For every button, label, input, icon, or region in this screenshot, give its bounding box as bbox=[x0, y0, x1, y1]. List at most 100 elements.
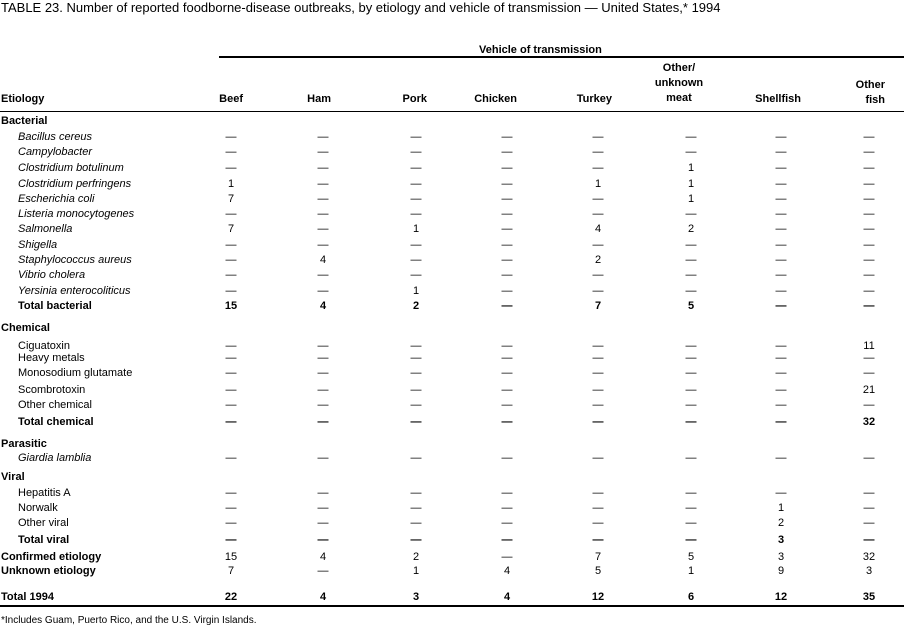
table-cell: — bbox=[501, 239, 513, 251]
table-cell: 15 bbox=[224, 551, 238, 563]
table-cell: 2 bbox=[594, 254, 602, 266]
table-cell: — bbox=[685, 340, 697, 352]
table-cell: — bbox=[685, 502, 697, 514]
table-cell: 1 bbox=[412, 285, 420, 297]
table-cell: — bbox=[592, 502, 604, 514]
table-cell: — bbox=[592, 384, 604, 396]
table-cell: — bbox=[592, 340, 604, 352]
table-cell: — bbox=[775, 384, 787, 396]
table-cell: — bbox=[685, 487, 697, 499]
table-cell: — bbox=[775, 285, 787, 297]
table-cell: 2 bbox=[687, 223, 695, 235]
row-label: Listeria monocytogenes bbox=[18, 208, 135, 220]
table-cell: 2 bbox=[412, 551, 420, 563]
table-cell: 32 bbox=[862, 416, 876, 428]
table-cell: 6 bbox=[687, 591, 695, 603]
table-cell: — bbox=[501, 416, 513, 428]
table-cell: — bbox=[863, 534, 875, 546]
row-label: Escherichia coli bbox=[18, 193, 95, 205]
table-cell: 3 bbox=[412, 591, 420, 603]
row-label: Ciguatoxin bbox=[18, 340, 70, 352]
table-cell: — bbox=[501, 223, 513, 235]
table-cell: — bbox=[317, 162, 329, 174]
table-cell: — bbox=[317, 239, 329, 251]
table-cell: — bbox=[592, 367, 604, 379]
table-cell: 7 bbox=[227, 193, 235, 205]
table-cell: — bbox=[225, 131, 237, 143]
table-cell: — bbox=[501, 340, 513, 352]
table-cell: — bbox=[317, 223, 329, 235]
table-cell: — bbox=[775, 340, 787, 352]
table-cell: 1 bbox=[687, 565, 695, 577]
table-cell: — bbox=[592, 534, 604, 546]
table-cell: — bbox=[410, 367, 422, 379]
row-label: Campylobacter bbox=[18, 146, 92, 158]
table-cell: — bbox=[863, 285, 875, 297]
table-cell: — bbox=[410, 384, 422, 396]
table-cell: 1 bbox=[687, 193, 695, 205]
table-cell: 2 bbox=[412, 300, 420, 312]
table-cell: 9 bbox=[777, 565, 785, 577]
table-cell: — bbox=[410, 146, 422, 158]
table-cell: — bbox=[410, 162, 422, 174]
column-header: Shellfish bbox=[755, 93, 801, 105]
table-cell: — bbox=[685, 416, 697, 428]
row-label: Bacillus cereus bbox=[18, 131, 92, 143]
table-cell: 11 bbox=[863, 340, 875, 352]
table-cell: — bbox=[775, 146, 787, 158]
table-cell: 4 bbox=[319, 300, 327, 312]
table-cell: — bbox=[775, 178, 787, 190]
row-label: Salmonella bbox=[18, 223, 73, 235]
table-cell: — bbox=[592, 416, 604, 428]
table-cell: — bbox=[863, 367, 875, 379]
table-cell: — bbox=[501, 193, 513, 205]
table-cell: 7 bbox=[227, 223, 235, 235]
table-cell: 12 bbox=[591, 591, 605, 603]
table-cell: — bbox=[863, 178, 875, 190]
table-cell: 7 bbox=[594, 551, 602, 563]
footnote: *Includes Guam, Puerto Rico, and the U.S… bbox=[1, 615, 257, 626]
table-cell: — bbox=[685, 146, 697, 158]
table-cell: — bbox=[225, 146, 237, 158]
table-cell: 7 bbox=[227, 565, 235, 577]
table-cell: — bbox=[225, 269, 237, 281]
row-label: Shigella bbox=[18, 239, 58, 251]
table-cell: — bbox=[410, 193, 422, 205]
row-label: Clostridium perfringens bbox=[18, 178, 132, 190]
table-cell: — bbox=[592, 269, 604, 281]
table-cell: — bbox=[863, 502, 875, 514]
table-cell: — bbox=[410, 487, 422, 499]
table-cell: 5 bbox=[687, 300, 695, 312]
table-cell: — bbox=[225, 502, 237, 514]
table-cell: — bbox=[225, 416, 237, 428]
row-label: Total chemical bbox=[18, 416, 94, 428]
table-title: TABLE 23. Number of reported foodborne-d… bbox=[1, 0, 721, 15]
table-cell: — bbox=[410, 269, 422, 281]
row-label: Monosodium glutamate bbox=[18, 367, 133, 379]
table-cell: — bbox=[592, 131, 604, 143]
table-cell: — bbox=[501, 269, 513, 281]
table-cell: — bbox=[685, 285, 697, 297]
table-cell: — bbox=[863, 399, 875, 411]
table-cell: — bbox=[863, 352, 875, 364]
table-cell: 3 bbox=[777, 551, 785, 563]
table-cell: — bbox=[317, 384, 329, 396]
table-cell: — bbox=[775, 452, 787, 464]
row-label: Norwalk bbox=[18, 502, 58, 514]
row-label: Scombrotoxin bbox=[18, 384, 86, 396]
table-cell: — bbox=[501, 367, 513, 379]
table-cell: 2 bbox=[777, 517, 785, 529]
table-cell: 1 bbox=[687, 162, 695, 174]
table-cell: — bbox=[410, 178, 422, 190]
table-cell: — bbox=[775, 487, 787, 499]
table-cell: — bbox=[592, 162, 604, 174]
table-cell: — bbox=[775, 367, 787, 379]
table-cell: — bbox=[592, 146, 604, 158]
table-cell: — bbox=[501, 452, 513, 464]
table-cell: — bbox=[317, 452, 329, 464]
table-cell: — bbox=[225, 487, 237, 499]
table-cell: — bbox=[592, 208, 604, 220]
table-cell: — bbox=[863, 254, 875, 266]
table-cell: — bbox=[501, 534, 513, 546]
table-cell: — bbox=[317, 178, 329, 190]
